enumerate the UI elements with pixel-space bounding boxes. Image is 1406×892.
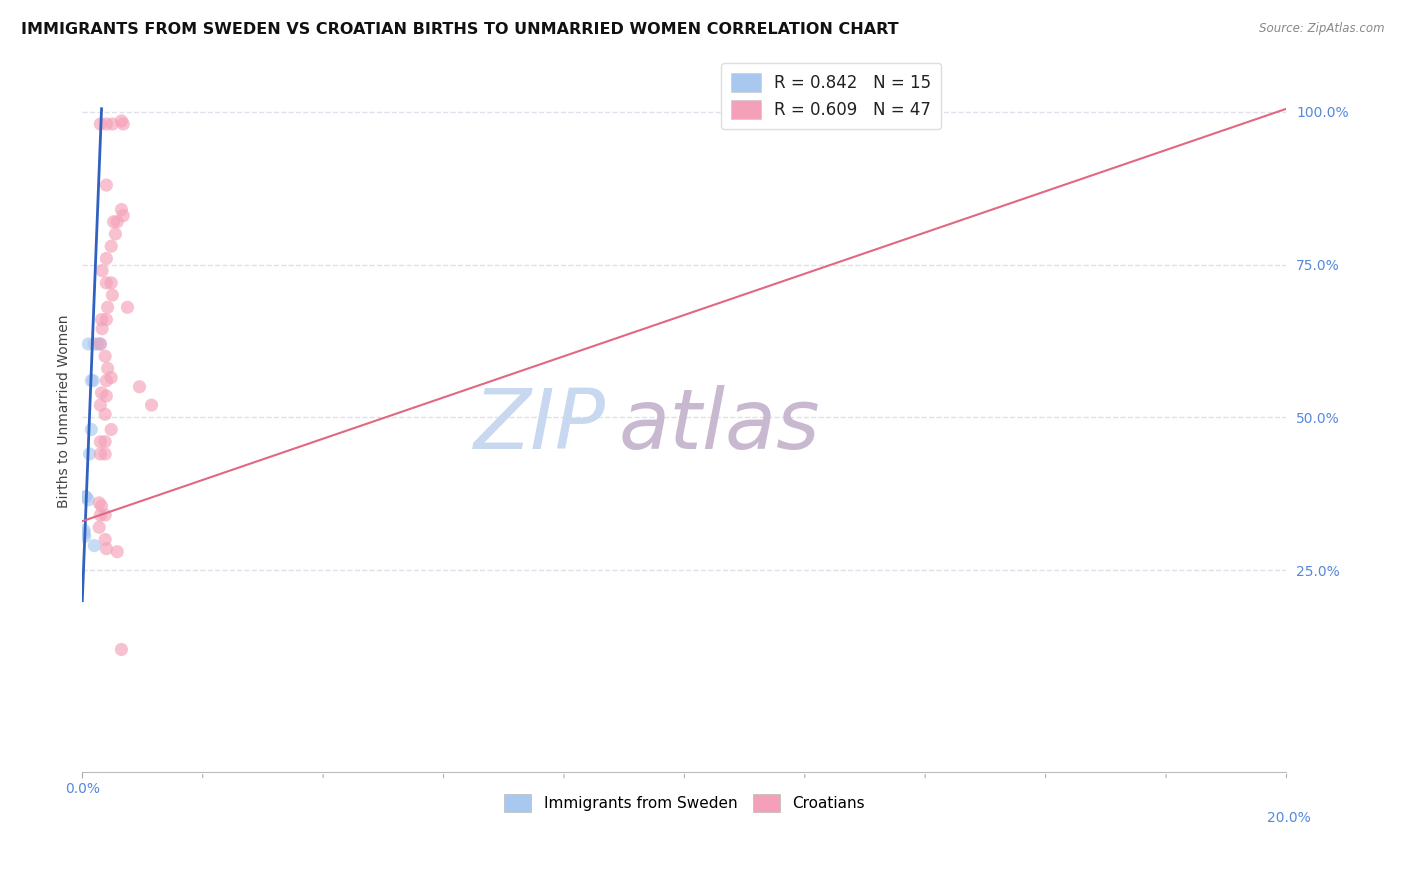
Point [105, 215, 128, 229]
Point [91, 263, 114, 277]
Text: 20.0%: 20.0% [1267, 812, 1310, 825]
Point [90, 312, 112, 326]
Point [77, 492, 100, 507]
Point [96, 374, 118, 388]
Point [100, 423, 122, 437]
Point [117, 301, 139, 315]
Point [90, 499, 112, 513]
Point [105, 545, 128, 559]
Point [89, 508, 111, 522]
Point [94, 508, 117, 522]
Point [73, 526, 96, 541]
Point [110, 114, 132, 128]
Point [80, 374, 103, 388]
Point [73, 529, 96, 543]
Point [96, 276, 118, 290]
Point [141, 398, 163, 412]
Point [103, 215, 125, 229]
Point [91, 321, 114, 335]
Point [110, 202, 132, 217]
Point [112, 117, 135, 131]
Point [89, 337, 111, 351]
Point [79, 447, 101, 461]
Point [77, 337, 100, 351]
Point [75, 490, 97, 504]
Point [75, 490, 97, 504]
Point [89, 496, 111, 510]
Point [94, 533, 117, 547]
Point [86, 337, 108, 351]
Y-axis label: Births to Unmarried Women: Births to Unmarried Women [58, 315, 72, 508]
Text: IMMIGRANTS FROM SWEDEN VS CROATIAN BIRTHS TO UNMARRIED WOMEN CORRELATION CHART: IMMIGRANTS FROM SWEDEN VS CROATIAN BIRTH… [21, 22, 898, 37]
Point [83, 539, 105, 553]
Point [96, 389, 118, 403]
Text: atlas: atlas [619, 385, 820, 467]
Point [100, 239, 122, 253]
Point [90, 385, 112, 400]
Point [96, 312, 118, 326]
Point [89, 337, 111, 351]
Point [110, 642, 132, 657]
Point [89, 447, 111, 461]
Point [128, 380, 150, 394]
Point [89, 117, 111, 131]
Point [94, 447, 117, 461]
Point [82, 374, 104, 388]
Point [96, 541, 118, 556]
Point [96, 117, 118, 131]
Point [96, 178, 118, 193]
Point [73, 524, 96, 538]
Point [94, 434, 117, 449]
Text: Source: ZipAtlas.com: Source: ZipAtlas.com [1260, 22, 1385, 36]
Point [94, 407, 117, 421]
Point [83, 337, 105, 351]
Point [80, 423, 103, 437]
Legend: Immigrants from Sweden, Croatians: Immigrants from Sweden, Croatians [498, 789, 870, 818]
Point [100, 276, 122, 290]
Point [104, 227, 127, 241]
Point [101, 288, 124, 302]
Point [97, 301, 120, 315]
Point [89, 434, 111, 449]
Point [100, 370, 122, 384]
Point [89, 520, 111, 534]
Point [96, 252, 118, 266]
Point [89, 398, 111, 412]
Text: ZIP: ZIP [474, 385, 606, 467]
Point [97, 361, 120, 376]
Point [94, 349, 117, 363]
Point [101, 117, 124, 131]
Point [112, 209, 135, 223]
